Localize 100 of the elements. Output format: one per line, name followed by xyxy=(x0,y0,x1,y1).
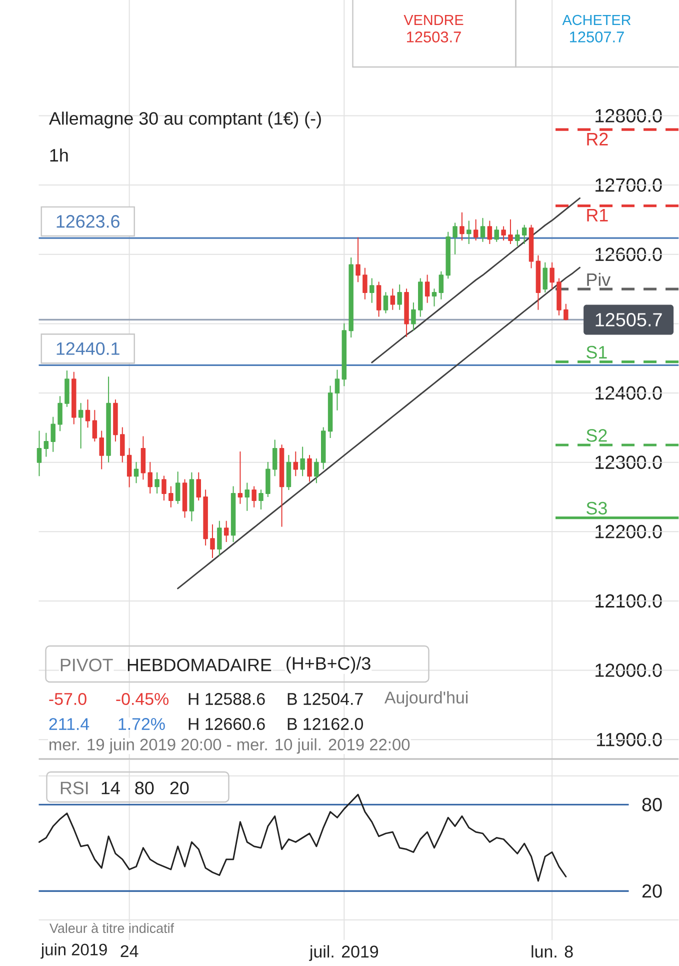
candlestick xyxy=(487,220,492,244)
candlestick xyxy=(189,472,194,522)
candlestick xyxy=(140,436,146,480)
candlestick xyxy=(196,472,202,501)
candlestick xyxy=(501,226,506,242)
candlestick xyxy=(266,462,270,498)
candlestick xyxy=(64,370,70,408)
annotation: H 12660.6 xyxy=(188,718,265,730)
candlestick xyxy=(224,520,229,543)
y-tick-label: 12600.0 xyxy=(596,248,662,262)
ref-line-label: 80 xyxy=(642,798,662,812)
candlestick xyxy=(203,490,208,546)
candlestick xyxy=(362,268,368,300)
candlestick xyxy=(536,255,541,310)
candlestick xyxy=(286,454,292,491)
candlestick xyxy=(494,226,500,242)
candlestick xyxy=(321,427,326,470)
candlestick xyxy=(452,222,458,255)
y-tick-label: 11900.0 xyxy=(597,732,662,746)
y-tick-label: 12300.0 xyxy=(596,456,662,470)
ref-line-label: S2 xyxy=(586,429,607,442)
annotation: RSI xyxy=(61,782,88,794)
annotation: (H+B+C)/3 xyxy=(286,656,370,674)
candlestick xyxy=(231,486,236,543)
candlestick xyxy=(272,440,278,477)
y-tick-label: 12200.0 xyxy=(596,524,662,538)
candlestick xyxy=(342,323,347,387)
candlestick xyxy=(120,427,125,463)
y-tick-label: 12800.0 xyxy=(596,109,662,122)
ref-line-label: S1 xyxy=(586,346,607,359)
candlestick xyxy=(176,472,180,504)
candlestick xyxy=(244,482,250,512)
candlestick xyxy=(99,430,104,470)
annotation: Valeur à titre indicatif xyxy=(50,922,174,933)
annotation: -0.45% xyxy=(116,692,169,705)
candlestick xyxy=(425,274,430,304)
candlestick xyxy=(432,288,437,307)
ref-line-label: 12623.6 xyxy=(56,215,120,228)
candlestick xyxy=(78,402,84,449)
annotation: Aujourd'hui xyxy=(384,691,468,707)
candlestick xyxy=(300,446,306,477)
ref-line-label: 20 xyxy=(642,884,662,898)
annotation: B 12504.7 xyxy=(288,692,363,705)
candlestick xyxy=(376,282,382,318)
candlestick xyxy=(515,230,520,247)
annotation: 1.72% xyxy=(118,718,165,730)
annotation: 80 xyxy=(135,782,154,794)
annotation: mer. 19 juin 2019 20:00 - mer. 10 juil. 2019 22:00 xyxy=(50,738,410,754)
text: 1h xyxy=(50,148,68,162)
text: Allemagne 30 au comptant (1€) (-) xyxy=(49,112,322,128)
candlestick xyxy=(404,288,410,338)
candlestick xyxy=(72,372,76,425)
candlestick xyxy=(460,212,464,242)
ref-line-label: R1 xyxy=(587,209,608,222)
candlestick xyxy=(522,224,527,244)
candlestick xyxy=(480,218,486,242)
candlestick xyxy=(148,462,153,494)
ref-line-label: 12440.1 xyxy=(56,342,120,355)
candlestick xyxy=(370,278,374,304)
annotation: 12503.7 xyxy=(407,32,462,42)
x-tick-label: lun. 8 xyxy=(532,945,573,958)
candlestick xyxy=(238,451,243,504)
candlestick xyxy=(328,386,333,439)
candlestick xyxy=(390,288,396,310)
annotation: 20 xyxy=(170,782,189,794)
candlestick xyxy=(168,486,174,508)
candlestick xyxy=(58,396,63,432)
candlestick xyxy=(446,232,451,280)
x-tick-label: juil. 2019 xyxy=(309,945,378,961)
candlestick xyxy=(383,292,388,314)
annotation: -57.0 xyxy=(49,692,87,705)
annotation: 12507.7 xyxy=(570,32,624,42)
candlestick xyxy=(210,524,215,558)
x-tick-label: 24 xyxy=(120,945,138,958)
candlestick xyxy=(348,257,354,338)
candlestick xyxy=(44,432,49,458)
annotation: B 12162.0 xyxy=(288,718,364,730)
candlestick xyxy=(550,262,555,290)
candlestick xyxy=(217,520,222,556)
candlestick xyxy=(106,376,112,463)
ref-line-label: R2 xyxy=(587,132,608,146)
candlestick xyxy=(280,444,284,528)
candlestick xyxy=(438,271,444,300)
annotation: H 12588.6 xyxy=(188,692,265,705)
candlestick xyxy=(411,302,416,332)
candlestick xyxy=(92,410,98,442)
annotation: HEBDOMADAIRE xyxy=(128,658,272,672)
candlestick xyxy=(397,284,402,310)
y-tick-label: 12000.0 xyxy=(596,664,662,677)
candlestick xyxy=(258,490,264,510)
candlestick xyxy=(556,278,562,316)
ref-line-label: 12505.7 xyxy=(596,313,662,326)
candlestick xyxy=(474,219,478,242)
candlestick xyxy=(113,399,118,442)
candlestick xyxy=(356,237,361,283)
annotation: ACHETER xyxy=(562,14,631,26)
annotation: 14 xyxy=(102,782,120,794)
candlestick xyxy=(293,451,298,477)
candlestick xyxy=(162,476,166,501)
candlestick xyxy=(508,219,513,244)
